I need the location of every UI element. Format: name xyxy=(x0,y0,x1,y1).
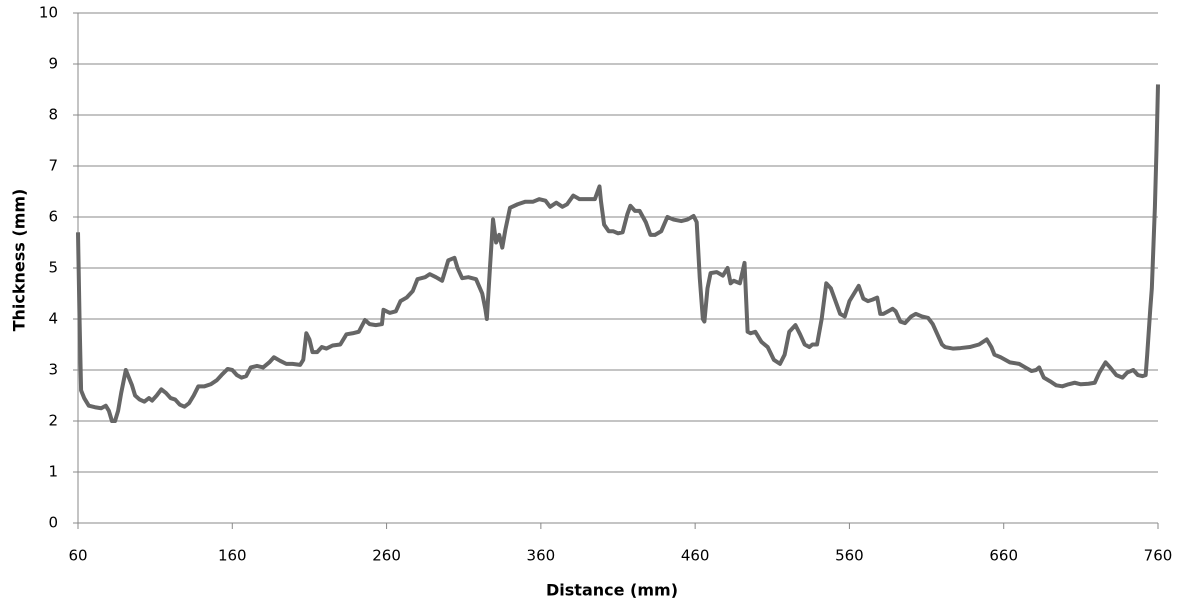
y-tick-label: 7 xyxy=(48,157,58,175)
y-tick-label: 10 xyxy=(39,4,58,22)
y-tick-label: 4 xyxy=(48,310,58,328)
x-tick-label: 560 xyxy=(835,547,864,565)
y-tick-label: 0 xyxy=(48,514,58,532)
y-tick-label: 6 xyxy=(48,208,58,226)
y-tick-label: 5 xyxy=(48,259,58,277)
x-tick-label: 260 xyxy=(372,547,401,565)
y-tick-label: 3 xyxy=(48,361,58,379)
x-tick-label: 660 xyxy=(989,547,1018,565)
y-axis-title: Thickness (mm) xyxy=(10,189,29,332)
x-tick-label: 160 xyxy=(218,547,247,565)
y-tick-label: 8 xyxy=(48,106,58,124)
x-tick-label: 360 xyxy=(527,547,556,565)
y-tick-label: 1 xyxy=(48,463,58,481)
y-tick-label: 2 xyxy=(48,412,58,430)
x-tick-label: 760 xyxy=(1144,547,1173,565)
x-axis-title: Distance (mm) xyxy=(546,581,678,600)
x-tick-label: 60 xyxy=(68,547,87,565)
y-tick-label: 9 xyxy=(48,55,58,73)
data-line xyxy=(76,84,1160,423)
x-tick-label: 460 xyxy=(681,547,710,565)
